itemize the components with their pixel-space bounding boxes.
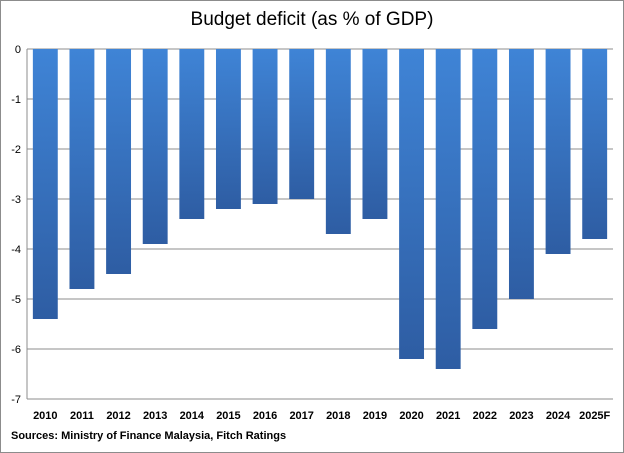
- bar-2017: [289, 49, 315, 199]
- bar-2020: [399, 49, 425, 359]
- x-tick-label: 2023: [509, 410, 533, 422]
- bar-2023: [508, 49, 534, 299]
- axes: 0 -1 -2 -3 -4 -5 -6 -7 2010 2011 2012 2013 2014 2015 2…: [11, 44, 610, 422]
- x-tick-label: 2021: [436, 410, 460, 422]
- x-tick-label: 2015: [216, 410, 240, 422]
- x-tick-label: 2020: [399, 410, 423, 422]
- bar-2012: [106, 49, 132, 274]
- x-tick-label: 2014: [180, 410, 205, 422]
- bar-2022: [472, 49, 498, 329]
- y-tick-label: -7: [11, 394, 21, 406]
- bar-2025F: [582, 49, 608, 239]
- x-tick-label: 2013: [143, 410, 167, 422]
- x-tick-label: 2024: [546, 410, 571, 422]
- y-tick-label: -6: [11, 344, 21, 356]
- bar-2021: [435, 49, 461, 369]
- x-tick-label: 2010: [33, 410, 57, 422]
- y-tick-label: -1: [11, 94, 21, 106]
- x-tick-label: 2012: [106, 410, 130, 422]
- bar-2014: [179, 49, 205, 219]
- x-tick-label: 2017: [289, 410, 313, 422]
- bar-2011: [69, 49, 95, 289]
- bar-2016: [252, 49, 278, 204]
- y-tick-label: -2: [11, 144, 21, 156]
- bar-2015: [215, 49, 241, 209]
- y-tick-label: -5: [11, 294, 21, 306]
- y-tick-label: -4: [11, 244, 21, 256]
- x-tick-label: 2025F: [579, 410, 610, 422]
- x-tick-label: 2022: [473, 410, 497, 422]
- x-tick-label: 2019: [363, 410, 387, 422]
- chart-title: Budget deficit (as % of GDP): [190, 9, 434, 30]
- source-note: Sources: Ministry of Finance Malaysia, F…: [11, 430, 287, 442]
- x-tick-label: 2016: [253, 410, 277, 422]
- y-tick-label: -3: [11, 194, 21, 206]
- x-tick-label: 2018: [326, 410, 350, 422]
- bar-2019: [362, 49, 388, 219]
- bar-2010: [32, 49, 58, 319]
- bars: [32, 49, 608, 369]
- x-tick-label: 2011: [70, 410, 94, 422]
- bar-2024: [545, 49, 571, 254]
- bar-2018: [325, 49, 351, 234]
- bar-2013: [142, 49, 168, 244]
- y-tick-label: 0: [15, 44, 21, 56]
